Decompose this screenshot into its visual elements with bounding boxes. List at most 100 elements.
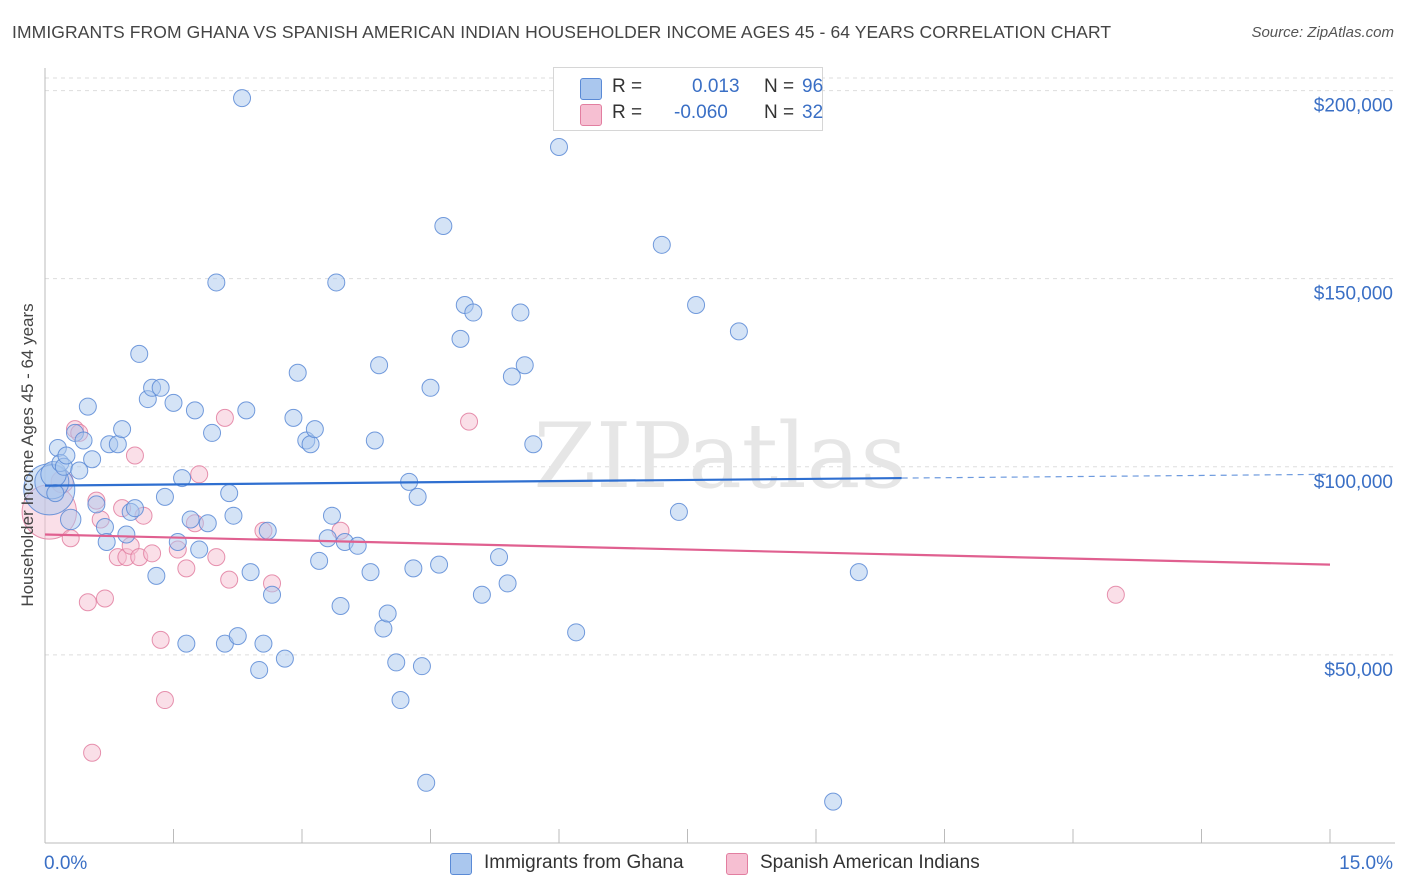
series-swatch-blue — [450, 853, 472, 875]
legend-n-label: N = — [764, 76, 794, 98]
x-tick-label: 0.0% — [44, 853, 87, 874]
series-legend-label: Immigrants from Ghana — [484, 852, 684, 874]
blue-point — [311, 552, 328, 569]
blue-point — [452, 330, 469, 347]
blue-point — [670, 503, 687, 520]
pink-trend-line — [45, 535, 1330, 565]
pink-point — [144, 545, 161, 562]
blue-point — [178, 635, 195, 652]
y-tick-label: $100,000 — [1314, 472, 1393, 493]
blue-point — [525, 436, 542, 453]
pink-point — [126, 447, 143, 464]
pink-point — [221, 571, 238, 588]
blue-point — [465, 304, 482, 321]
blue-point — [319, 530, 336, 547]
legend-n-value: 96 — [802, 76, 823, 98]
y-tick-label: $150,000 — [1314, 284, 1393, 305]
blue-point — [259, 522, 276, 539]
blue-point — [413, 658, 430, 675]
blue-point — [435, 218, 452, 235]
blue-point — [208, 274, 225, 291]
blue-point — [551, 139, 568, 156]
blue-point — [264, 586, 281, 603]
blue-point — [75, 432, 92, 449]
blue-point — [825, 793, 842, 810]
blue-point — [84, 451, 101, 468]
blue-point — [79, 398, 96, 415]
blue-point — [431, 556, 448, 573]
blue-point — [276, 650, 293, 667]
legend-swatch-blue — [580, 78, 602, 100]
pink-point — [62, 530, 79, 547]
blue-point — [349, 537, 366, 554]
blue-point — [152, 379, 169, 396]
blue-point — [568, 624, 585, 641]
blue-point — [221, 485, 238, 502]
blue-point — [366, 432, 383, 449]
blue-point — [109, 436, 126, 453]
pink-point — [191, 466, 208, 483]
blue-point — [204, 424, 221, 441]
blue-point — [165, 394, 182, 411]
pink-point — [96, 590, 113, 607]
blue-point — [118, 526, 135, 543]
pink-point — [178, 560, 195, 577]
blue-point — [362, 564, 379, 581]
blue-point — [328, 274, 345, 291]
blue-point — [126, 500, 143, 517]
stats-legend: R = 0.013 N = 96 R = -0.060 N = 32 — [553, 67, 823, 131]
blue-point — [730, 323, 747, 340]
blue-point — [58, 447, 75, 464]
pink-point — [208, 549, 225, 566]
blue-point — [499, 575, 516, 592]
blue-point — [688, 297, 705, 314]
blue-point — [191, 541, 208, 558]
blue-point — [242, 564, 259, 581]
blue-point — [289, 364, 306, 381]
blue-point — [169, 534, 186, 551]
blue-point — [418, 774, 435, 791]
blue-point — [225, 507, 242, 524]
pink-point — [79, 594, 96, 611]
blue-point — [255, 635, 272, 652]
blue-point — [88, 496, 105, 513]
blue-point — [388, 654, 405, 671]
y-axis-label: Householder Income Ages 45 - 64 years — [18, 303, 37, 606]
pink-point — [216, 409, 233, 426]
blue-point — [234, 90, 251, 107]
blue-point — [114, 421, 131, 438]
blue-point — [379, 605, 396, 622]
blue-point — [229, 628, 246, 645]
pink-point — [84, 744, 101, 761]
blue-point — [392, 692, 409, 709]
blue-point — [148, 567, 165, 584]
blue-point — [371, 357, 388, 374]
blue-point — [186, 402, 203, 419]
pink-point — [156, 692, 173, 709]
legend-r-value: -0.060 — [674, 102, 728, 124]
blue-point — [302, 436, 319, 453]
blue-point — [131, 345, 148, 362]
y-tick-label: $200,000 — [1314, 96, 1393, 117]
series-swatch-pink — [726, 853, 748, 875]
blue-point — [405, 560, 422, 577]
blue-point — [516, 357, 533, 374]
legend-n-value: 32 — [802, 102, 823, 124]
blue-point — [199, 515, 216, 532]
legend-r-value: 0.013 — [692, 76, 740, 98]
pink-point — [1107, 586, 1124, 603]
blue-point — [96, 518, 113, 535]
blue-point — [491, 549, 508, 566]
blue-point — [156, 488, 173, 505]
blue-point — [409, 488, 426, 505]
legend-r-label: R = — [612, 102, 642, 124]
scatter-chart: ZIPatlas $50,000$100,000$150,000$200,000… — [0, 0, 1406, 892]
watermark: ZIPatlas — [533, 404, 906, 509]
blue-point — [323, 507, 340, 524]
blue-point — [251, 661, 268, 678]
legend-r-label: R = — [612, 76, 642, 98]
blue-point — [285, 409, 302, 426]
pink-point — [152, 631, 169, 648]
blue-point — [332, 597, 349, 614]
blue-point — [47, 485, 64, 502]
